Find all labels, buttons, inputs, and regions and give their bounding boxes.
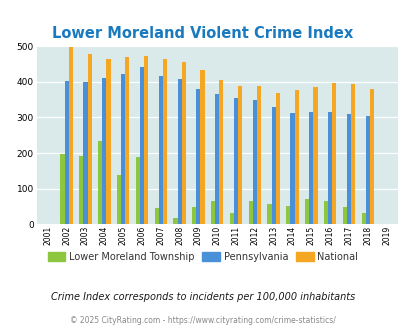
Bar: [267, 204, 271, 224]
Bar: [173, 218, 177, 224]
Bar: [237, 86, 242, 224]
Bar: [252, 100, 256, 224]
Bar: [200, 70, 204, 224]
Bar: [181, 62, 185, 224]
Bar: [286, 206, 290, 224]
Bar: [196, 89, 200, 224]
Text: © 2025 CityRating.com - https://www.cityrating.com/crime-statistics/: © 2025 CityRating.com - https://www.city…: [70, 315, 335, 325]
Bar: [219, 80, 223, 224]
Bar: [125, 57, 129, 224]
Bar: [139, 67, 144, 224]
Bar: [64, 81, 68, 224]
Bar: [68, 47, 72, 224]
Legend: Lower Moreland Township, Pennsylvania, National: Lower Moreland Township, Pennsylvania, N…: [44, 248, 361, 266]
Bar: [158, 76, 162, 224]
Bar: [323, 201, 327, 224]
Bar: [256, 86, 260, 224]
Bar: [271, 107, 275, 224]
Bar: [294, 90, 298, 224]
Bar: [350, 84, 354, 224]
Text: Crime Index corresponds to incidents per 100,000 inhabitants: Crime Index corresponds to incidents per…: [51, 292, 354, 302]
Text: Lower Moreland Violent Crime Index: Lower Moreland Violent Crime Index: [52, 25, 353, 41]
Bar: [135, 157, 139, 224]
Bar: [304, 199, 309, 224]
Bar: [327, 113, 331, 224]
Bar: [369, 89, 373, 224]
Bar: [313, 87, 317, 224]
Bar: [290, 113, 294, 224]
Bar: [98, 141, 102, 224]
Bar: [106, 59, 110, 224]
Bar: [248, 201, 252, 224]
Bar: [309, 113, 313, 224]
Bar: [144, 56, 148, 224]
Bar: [365, 116, 369, 224]
Bar: [215, 94, 219, 224]
Bar: [342, 207, 346, 224]
Bar: [177, 79, 181, 224]
Bar: [117, 175, 121, 224]
Bar: [331, 83, 335, 224]
Bar: [154, 208, 158, 224]
Bar: [102, 78, 106, 224]
Bar: [275, 93, 279, 224]
Bar: [162, 59, 166, 224]
Bar: [346, 114, 350, 224]
Bar: [87, 54, 92, 224]
Bar: [361, 213, 365, 224]
Bar: [121, 74, 125, 224]
Bar: [211, 201, 215, 224]
Bar: [83, 82, 87, 224]
Bar: [60, 154, 64, 224]
Bar: [233, 98, 237, 224]
Bar: [192, 207, 196, 224]
Bar: [229, 213, 233, 224]
Bar: [79, 156, 83, 224]
